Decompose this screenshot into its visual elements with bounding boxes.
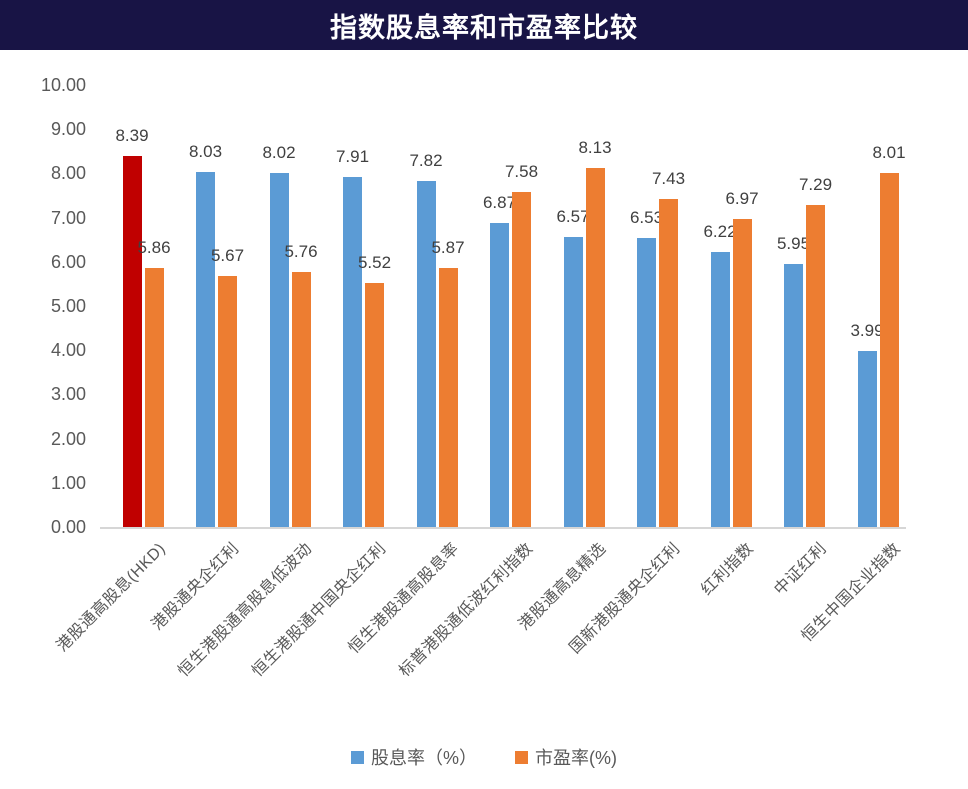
category-label: 港股通高股息(HKD): [53, 540, 170, 656]
value-label: 8.02: [262, 142, 296, 162]
value-label: 5.95: [776, 234, 811, 253]
y-axis-tick-label: 7.00: [50, 207, 86, 228]
value-label: 6.87: [482, 193, 517, 213]
value-label: 8.03: [188, 142, 223, 162]
dividend-yield-swatch-icon: [350, 750, 364, 764]
y-axis-tick-label: 1.00: [50, 472, 86, 493]
y-axis-tick-label: 4.00: [50, 340, 86, 361]
y-axis-tick-label: 10.00: [40, 75, 86, 95]
legend-item-pe-ratio: 市盈率(%): [515, 744, 617, 770]
pe-ratio-swatch-icon: [515, 750, 528, 764]
category-label: 标普港股通低波红利指数: [396, 540, 537, 681]
bar-chart: 0.00 1.00 2.00 3.00 4.00 5.00 6.00 7.00 8.00 9.00…: [0, 50, 968, 789]
value-label: 7.58: [504, 161, 539, 181]
dividend-yield-bar: [196, 172, 215, 527]
y-axis-tick-label: 5.00: [50, 296, 86, 316]
pe-ratio-bar: [218, 276, 237, 527]
dividend-yield-bar: [490, 223, 509, 527]
value-label: 5.86: [137, 237, 171, 257]
dividend-yield-bar: [637, 238, 656, 527]
value-label: 7.29: [798, 174, 833, 194]
title-bar: 指数股息率和市盈率比较: [0, 0, 968, 50]
page-title: 指数股息率和市盈率比较: [330, 12, 638, 43]
value-label: 7.43: [651, 168, 686, 188]
pe-ratio-bar: [585, 167, 605, 527]
legend-item-dividend-yield: 股息率（%）: [350, 744, 477, 770]
pe-ratio-bar: [365, 283, 384, 527]
dividend-yield-bar: [857, 350, 877, 527]
y-axis-tick-label: 2.00: [50, 428, 86, 449]
legend-label-pe-ratio: 市盈率(%): [535, 748, 617, 768]
pe-ratio-bar: [659, 198, 678, 527]
y-axis-tick-label: 6.00: [50, 251, 86, 272]
pe-ratio-bar: [291, 272, 311, 527]
category-label: 恒生港股通高股息低波动: [175, 540, 317, 681]
y-axis-tick-label: 8.00: [50, 163, 86, 184]
category-label: 恒生港股通中国央企红利: [249, 540, 390, 681]
category-label: 中证红利: [771, 540, 831, 599]
value-label: 8.13: [578, 137, 612, 157]
value-label: 6.22: [703, 222, 737, 242]
y-axis-tick-label: 0.00: [50, 517, 86, 537]
value-label: 7.82: [409, 151, 443, 171]
dividend-yield-bar: [269, 172, 289, 527]
pe-ratio-bar: [512, 191, 531, 527]
y-axis-tick-label: 9.00: [50, 119, 86, 140]
pe-ratio-bar: [732, 218, 752, 527]
value-label: 6.97: [725, 188, 759, 208]
pe-ratio-bar: [144, 267, 164, 527]
category-label: 红利指数: [698, 540, 758, 599]
dividend-yield-bar: [784, 264, 803, 527]
value-label: 5.67: [210, 246, 245, 266]
dividend-yield-bar: [416, 181, 436, 527]
value-label: 5.87: [431, 237, 465, 257]
dividend-yield-bar: [710, 252, 730, 527]
value-label: 5.76: [284, 242, 318, 262]
value-label: 5.52: [357, 253, 392, 273]
legend-label-dividend-yield: 股息率（%）: [370, 748, 477, 768]
dividend-yield-bar-highlighted: [122, 156, 142, 527]
value-label: 6.57: [556, 206, 590, 226]
pe-ratio-bar: [806, 204, 825, 527]
chart-legend: 股息率（%） 市盈率(%): [0, 744, 968, 770]
dividend-yield-bar: [563, 236, 583, 527]
value-label: 3.99: [850, 320, 884, 340]
value-label: 8.39: [115, 126, 149, 146]
x-axis-line: [100, 527, 906, 529]
dividend-yield-bar: [343, 177, 362, 527]
value-label: 6.53: [629, 208, 664, 228]
value-label: 8.01: [872, 142, 906, 162]
pe-ratio-bar: [879, 172, 899, 527]
y-axis-tick-label: 3.00: [50, 384, 86, 405]
pe-ratio-bar: [438, 267, 458, 527]
value-label: 7.91: [335, 147, 370, 167]
